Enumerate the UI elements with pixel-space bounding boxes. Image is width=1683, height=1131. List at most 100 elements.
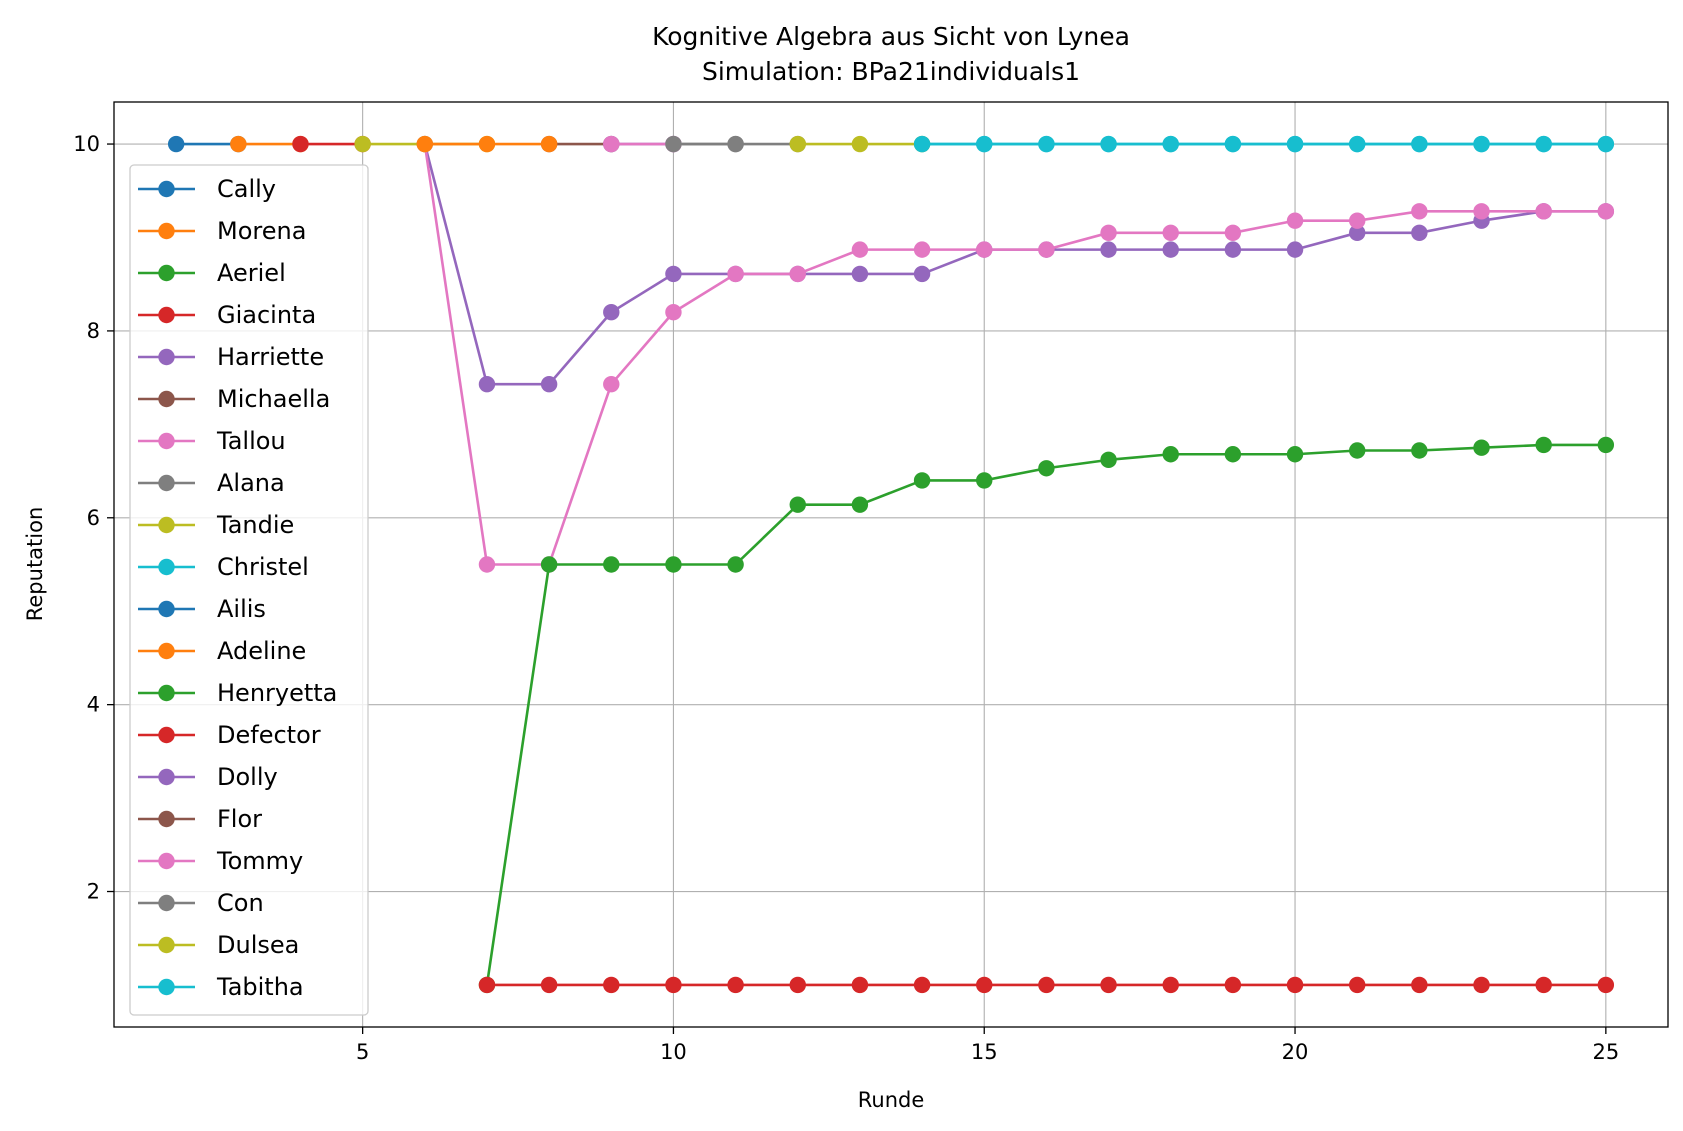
legend-marker	[158, 222, 175, 240]
series-con	[665, 135, 744, 153]
series-defector	[478, 976, 1615, 994]
legend-entry-dolly: Dolly	[138, 763, 278, 791]
data-point	[1286, 976, 1304, 994]
data-point	[665, 976, 682, 994]
data-point	[1349, 224, 1366, 242]
data-point	[1224, 976, 1242, 994]
data-point	[913, 976, 931, 994]
legend-label: Ailis	[217, 595, 266, 623]
legend-entry-aeriel: Aeriel	[138, 259, 286, 287]
x-tick-label: 5	[356, 1040, 369, 1064]
data-point	[1162, 241, 1179, 258]
data-point	[727, 976, 744, 994]
legend-entry-dulsea: Dulsea	[138, 931, 299, 959]
y-tick-label: 2	[87, 880, 100, 904]
data-point	[1100, 224, 1117, 242]
legend-label: Cally	[217, 175, 276, 203]
data-point	[851, 976, 869, 994]
data-point	[540, 556, 558, 573]
data-point	[230, 135, 247, 153]
x-tick-label: 10	[660, 1040, 687, 1064]
data-point	[1411, 976, 1428, 994]
data-point	[1535, 436, 1552, 454]
legend-entry-henryetta: Henryetta	[138, 679, 337, 707]
legend-entry-michaella: Michaella	[138, 385, 330, 413]
data-point	[1597, 135, 1615, 153]
data-point	[603, 135, 620, 153]
legend-label: Aeriel	[217, 259, 286, 287]
legend-entry-giacinta: Giacinta	[138, 301, 316, 329]
data-point	[1411, 135, 1428, 153]
series-tabitha	[913, 135, 1615, 153]
data-point	[789, 135, 806, 153]
x-axis-label: Runde	[858, 1088, 925, 1112]
data-point	[665, 304, 682, 321]
legend-entry-tandie: Tandie	[138, 511, 294, 539]
data-point	[1286, 212, 1304, 229]
data-point	[1162, 224, 1179, 242]
legend-marker	[158, 516, 175, 534]
legend-entry-cally: Cally	[138, 175, 276, 203]
x-tick-label: 25	[1592, 1040, 1619, 1064]
legend-entry-con: Con	[138, 889, 264, 917]
data-point	[976, 976, 993, 994]
data-point	[603, 976, 620, 994]
legend-entry-ailis: Ailis	[138, 595, 266, 623]
legend-marker	[158, 348, 175, 366]
legend-entry-harriette: Harriette	[138, 343, 324, 371]
data-point	[1535, 135, 1552, 153]
data-point	[1038, 241, 1055, 258]
legend-label: Tommy	[216, 847, 303, 875]
legend-label: Dulsea	[217, 931, 299, 959]
data-point	[1349, 442, 1366, 459]
data-point	[665, 556, 682, 573]
data-point	[1100, 135, 1117, 153]
data-point	[1224, 241, 1242, 258]
data-point	[1224, 446, 1242, 463]
data-point	[292, 135, 309, 153]
legend-entry-tabitha: Tabitha	[138, 973, 304, 1001]
data-point	[540, 375, 558, 393]
data-point	[1411, 203, 1428, 220]
legend-label: Michaella	[217, 385, 330, 413]
legend-marker	[158, 474, 175, 492]
legend-entry-alana: Alana	[138, 469, 285, 497]
data-point	[913, 265, 931, 283]
data-point	[540, 135, 558, 153]
legend-marker	[158, 306, 175, 324]
data-point	[789, 976, 806, 994]
data-point	[354, 135, 371, 153]
data-point	[1535, 203, 1552, 220]
legend-label: Adeline	[217, 637, 306, 665]
data-point	[478, 135, 496, 153]
x-tick-label: 20	[1282, 1040, 1309, 1064]
legend-marker	[158, 936, 175, 954]
data-point	[851, 241, 869, 258]
data-point	[851, 496, 869, 513]
chart-subtitle: Simulation: BPa21individuals1	[702, 57, 1080, 86]
data-point	[540, 976, 558, 994]
data-point	[1473, 135, 1490, 153]
legend-marker	[158, 768, 175, 786]
data-point	[167, 135, 185, 153]
data-point	[1535, 976, 1552, 994]
legend-marker	[158, 684, 175, 702]
data-point	[1224, 135, 1242, 153]
legend-entry-flor: Flor	[138, 805, 262, 833]
data-point	[727, 265, 744, 283]
data-point	[789, 496, 806, 513]
data-point	[1597, 436, 1615, 454]
series-henryetta	[478, 436, 1615, 994]
data-point	[478, 976, 496, 994]
legend-entry-christel: Christel	[138, 553, 309, 581]
data-point	[1349, 212, 1366, 229]
legend-label: Defector	[217, 721, 321, 749]
series-harriette	[416, 135, 1615, 393]
y-tick-label: 8	[87, 319, 100, 343]
data-point	[1286, 446, 1304, 463]
data-point	[976, 472, 993, 489]
data-point	[1162, 135, 1179, 153]
legend-marker	[158, 852, 175, 870]
legend-label: Alana	[217, 469, 285, 497]
legend-entry-morena: Morena	[138, 217, 306, 245]
